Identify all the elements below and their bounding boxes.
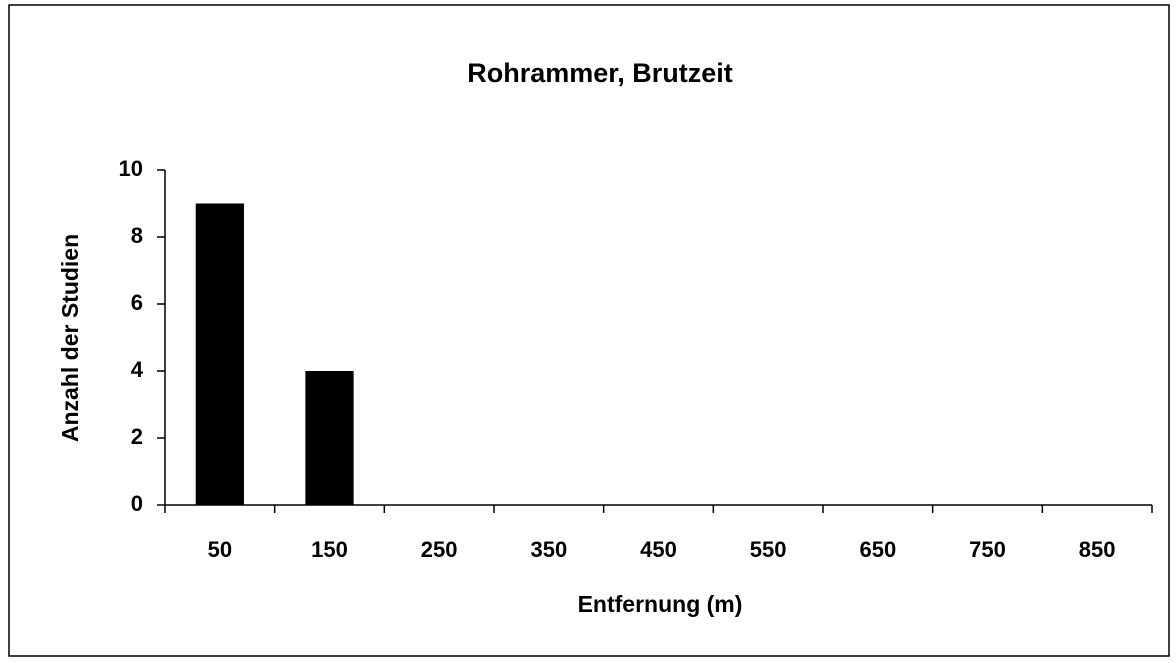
- x-tick-label: 750: [969, 537, 1006, 562]
- chart-title: Rohrammer, Brutzeit: [467, 58, 733, 88]
- x-axis-title: Entfernung (m): [578, 591, 743, 617]
- x-tick-label: 350: [530, 537, 567, 562]
- x-tick-label: 450: [640, 537, 677, 562]
- x-tick-label: 150: [311, 537, 348, 562]
- y-tick-label: 8: [131, 223, 143, 248]
- x-tick-label: 650: [859, 537, 896, 562]
- bar: [195, 203, 244, 505]
- y-tick-label: 0: [131, 491, 143, 516]
- x-tick-label: 50: [208, 537, 232, 562]
- x-tick-label: 850: [1079, 537, 1116, 562]
- x-tick-label: 250: [421, 537, 458, 562]
- y-tick-label: 6: [131, 290, 143, 315]
- y-tick-label: 2: [131, 424, 143, 449]
- y-tick-label: 4: [131, 357, 144, 382]
- y-tick-label: 10: [119, 156, 143, 181]
- bar: [305, 371, 354, 505]
- x-tick-label: 550: [750, 537, 787, 562]
- y-axis-title: Anzahl der Studien: [57, 234, 83, 442]
